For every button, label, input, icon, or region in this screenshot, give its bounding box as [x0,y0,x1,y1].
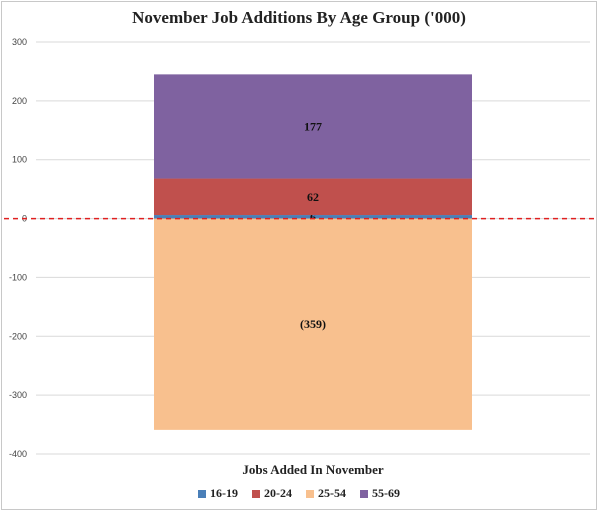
chart-legend: 16-19 20-24 25-54 55-69 [2,486,596,501]
legend-swatch [252,489,260,498]
chart-title: November Job Additions By Age Group ('00… [132,8,466,27]
y-tick-label: 200 [12,96,27,106]
legend-item-16-19: 16-19 [198,486,238,501]
bar-segment-55-69 [154,74,472,179]
data-label-16-19: 6 [310,210,316,224]
legend-item-20-24: 20-24 [252,486,292,501]
legend-label: 20-24 [264,486,292,500]
bar-segment-25-54 [154,218,472,430]
legend-swatch [360,489,368,498]
y-tick-label: -200 [9,331,27,341]
y-tick-label: -400 [9,449,27,459]
data-label-55-69: 177 [304,119,322,133]
legend-label: 16-19 [210,486,238,500]
legend-item-25-54: 25-54 [306,486,346,501]
legend-label: 25-54 [318,486,346,500]
chart-plot: 3002001000-100-200-300-400662(359)177Job… [4,37,594,477]
legend-label: 55-69 [372,486,400,500]
y-tick-label: 300 [12,37,27,47]
legend-item-55-69: 55-69 [360,486,400,501]
legend-swatch [198,489,206,498]
y-tick-label: 100 [12,155,27,165]
x-axis-label: Jobs Added In November [242,462,383,477]
y-tick-label: -300 [9,390,27,400]
y-tick-label: -100 [9,272,27,282]
bar-segment-20-24 [154,178,472,216]
bar-segment-16-19 [154,215,472,219]
data-label-25-54: (359) [300,317,326,331]
legend-swatch [306,489,314,498]
data-label-20-24: 62 [307,190,319,204]
